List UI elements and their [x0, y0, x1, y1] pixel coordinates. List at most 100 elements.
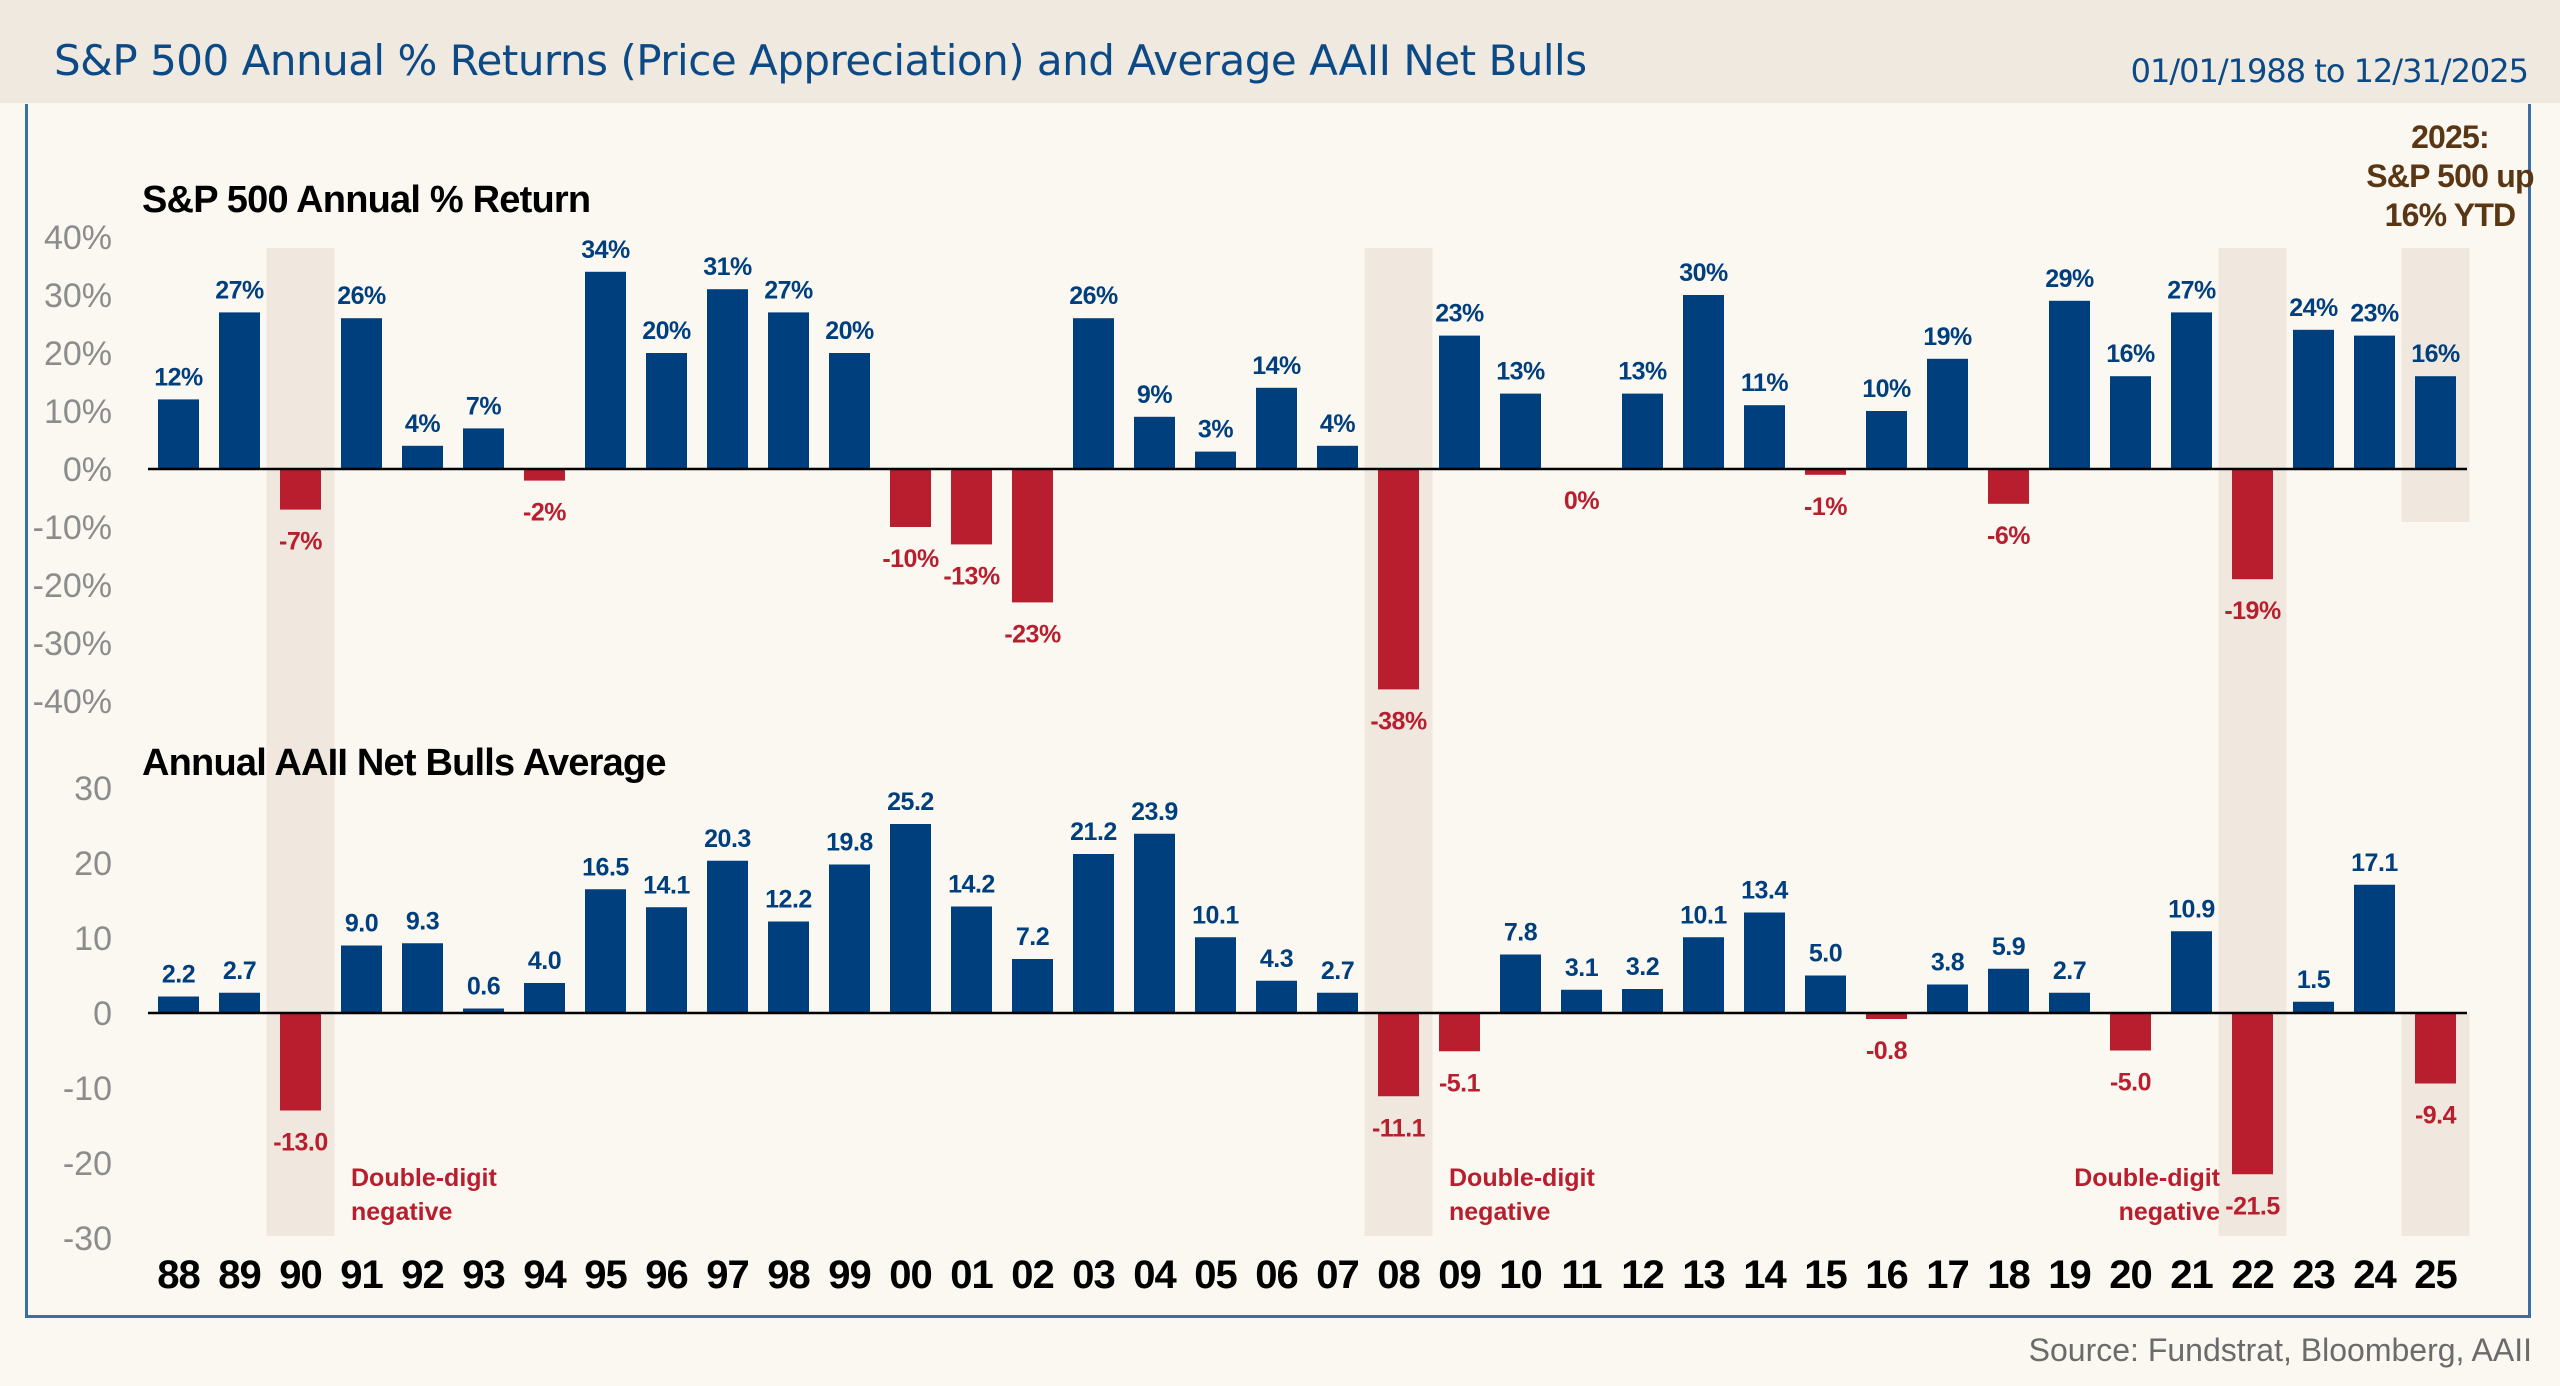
- year-label-25: 25: [2414, 1253, 2457, 1297]
- sp500-bar-90: [280, 469, 321, 510]
- aaii-bar-23: [2293, 1001, 2334, 1013]
- sp500-value-label-10: 13%: [1496, 358, 1545, 386]
- aaii-value-label-11: 3.1: [1565, 954, 1599, 982]
- sp500-ytick-label: 10%: [44, 393, 112, 431]
- aaii-bar-24: [2354, 884, 2395, 1013]
- aaii-bar-04: [1134, 833, 1175, 1013]
- year-label-19: 19: [2048, 1253, 2091, 1297]
- sp500-ytick-label: 40%: [44, 219, 112, 257]
- sp500-returns-panel: 40% 30% 20% 10% 0% -10% -20% -30% -40% 12% 27% -7% 2…: [33, 219, 2467, 735]
- sp500-bar-97: [707, 289, 748, 469]
- year-label-23: 23: [2292, 1253, 2335, 1297]
- sp500-value-label-22: -19%: [2224, 597, 2281, 625]
- sp500-bar-19: [2049, 300, 2090, 469]
- aaii-value-label-10: 7.8: [1504, 919, 1538, 947]
- sp500-ytick-label: 0%: [63, 451, 112, 489]
- year-label-22: 22: [2231, 1253, 2274, 1297]
- aaii-ytick-label: 20: [74, 845, 112, 883]
- sp500-bar-15: [1805, 469, 1846, 475]
- year-label-89: 89: [218, 1253, 261, 1297]
- year-label-15: 15: [1804, 1253, 1847, 1297]
- aaii-value-label-21: 10.9: [2168, 895, 2215, 923]
- sp500-bar-89: [219, 312, 260, 469]
- year-label-88: 88: [157, 1253, 200, 1297]
- sp500-bar-13: [1683, 295, 1724, 469]
- aaii-bar-14: [1744, 912, 1785, 1013]
- year-label-14: 14: [1743, 1253, 1787, 1297]
- sp500-value-label-25: 16%: [2411, 340, 2460, 368]
- year-label-24: 24: [2353, 1253, 2397, 1297]
- sp500-value-label-23: 24%: [2289, 294, 2338, 322]
- aaii-bar-91: [341, 945, 382, 1013]
- sp500-bar-25: [2415, 376, 2456, 469]
- sp500-value-label-09: 23%: [1435, 300, 1484, 328]
- aaii-value-label-23: 1.5: [2297, 966, 2331, 994]
- aaii-bar-13: [1683, 937, 1724, 1013]
- aaii-value-label-94: 4.0: [528, 947, 561, 975]
- sp500-bar-93: [463, 428, 504, 469]
- sp500-bar-14: [1744, 405, 1785, 469]
- aaii-value-label-07: 2.7: [1321, 957, 1354, 985]
- aaii-bar-02: [1012, 959, 1053, 1013]
- sp500-bar-04: [1134, 416, 1175, 469]
- aaii-bar-88: [158, 996, 199, 1013]
- aaii-bar-95: [585, 889, 626, 1013]
- year-label-03: 03: [1072, 1253, 1115, 1297]
- sp500-ytick-label: -30%: [33, 625, 112, 663]
- year-label-09: 09: [1438, 1253, 1481, 1297]
- aaii-value-label-22: -21.5: [2225, 1192, 2280, 1220]
- year-label-01: 01: [950, 1253, 993, 1297]
- sp500-ytick-label: -20%: [33, 567, 112, 605]
- sp500-value-label-21: 27%: [2167, 276, 2216, 304]
- sp500-value-label-91: 26%: [337, 282, 386, 310]
- year-label-93: 93: [462, 1253, 505, 1297]
- double-digit-negative-note: Double-digit: [351, 1164, 497, 1192]
- aaii-bar-06: [1256, 980, 1297, 1013]
- ytd-callout-line: S&P 500 up: [2366, 158, 2534, 194]
- year-label-97: 97: [706, 1253, 749, 1297]
- year-label-07: 07: [1316, 1253, 1359, 1297]
- aaii-bar-00: [890, 824, 931, 1013]
- aaii-value-label-01: 14.2: [948, 871, 995, 899]
- year-label-98: 98: [767, 1253, 810, 1297]
- aaii-bar-92: [402, 943, 443, 1013]
- aaii-bar-08: [1378, 1013, 1419, 1097]
- double-digit-negative-note: Double-digit: [1449, 1164, 1595, 1192]
- year-label-12: 12: [1621, 1253, 1664, 1297]
- date-range: 01/01/1988 to 12/31/2025: [2130, 52, 2529, 90]
- sp500-value-label-00: -10%: [882, 545, 939, 573]
- aaii-value-label-04: 23.9: [1131, 798, 1178, 826]
- aaii-net-bulls-panel: 30 20 10 0 -10 -20 -30 2.2 2.7 -13.0 9.0 9.3 0.6 4.0 1…: [63, 770, 2467, 1258]
- aaii-bar-03: [1073, 854, 1114, 1013]
- sp500-bar-98: [768, 312, 809, 469]
- sp500-value-label-11: 0%: [1564, 487, 1599, 515]
- ytd-callout-line: 16% YTD: [2385, 197, 2516, 233]
- sp500-value-label-12: 13%: [1618, 358, 1667, 386]
- sp500-value-label-98: 27%: [764, 276, 813, 304]
- year-label-99: 99: [828, 1253, 871, 1297]
- aaii-value-label-08: -11.1: [1372, 1114, 1426, 1142]
- year-label-11: 11: [1561, 1253, 1602, 1297]
- double-digit-negative-note: negative: [351, 1198, 453, 1226]
- sp500-bar-00: [890, 469, 931, 527]
- sp500-value-label-24: 23%: [2350, 300, 2399, 328]
- aaii-value-label-96: 14.1: [643, 871, 690, 899]
- aaii-value-label-20: -5.0: [2110, 1069, 2151, 1097]
- sp500-ytick-label: -10%: [33, 509, 112, 547]
- year-label-90: 90: [279, 1253, 322, 1297]
- aaii-bar-96: [646, 907, 687, 1013]
- year-label-20: 20: [2109, 1253, 2152, 1297]
- aaii-value-label-19: 2.7: [2053, 957, 2086, 985]
- aaii-bar-93: [463, 1008, 504, 1013]
- sp500-value-label-05: 3%: [1198, 416, 1233, 444]
- sp500-bar-21: [2171, 312, 2212, 469]
- aaii-ytick-label: 0: [93, 995, 112, 1033]
- aaii-value-label-25: -9.4: [2415, 1102, 2457, 1130]
- sp500-value-label-01: -13%: [943, 562, 1000, 590]
- year-label-13: 13: [1682, 1253, 1725, 1297]
- year-label-00: 00: [889, 1253, 932, 1297]
- aaii-ytick-label: -10: [63, 1070, 112, 1108]
- sp500-value-label-96: 20%: [642, 317, 691, 345]
- sp500-value-label-04: 9%: [1137, 381, 1172, 409]
- chart-frame: [25, 104, 2531, 1318]
